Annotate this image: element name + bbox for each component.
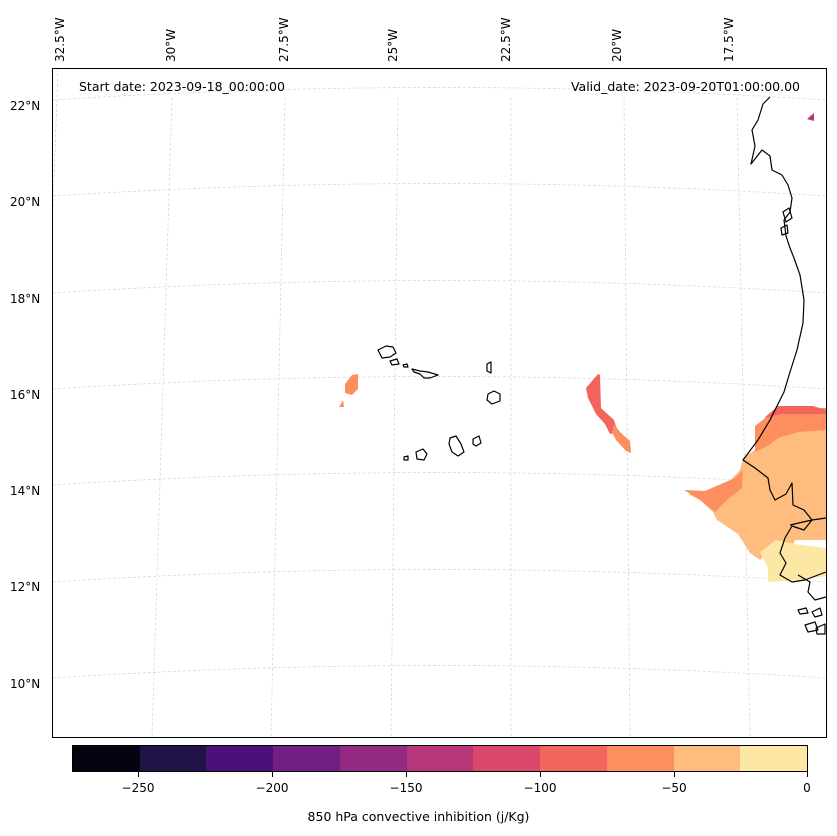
parallel-20n	[53, 183, 826, 197]
island-fogo	[415, 448, 428, 461]
cin-region-south-pale	[760, 540, 826, 582]
lon-label-20w: 20°W	[610, 28, 624, 62]
island-brava	[403, 455, 409, 461]
coastline-gambia	[779, 519, 826, 583]
map-canvas	[53, 69, 826, 737]
colorbar-label-minus-200: −200	[255, 781, 289, 795]
coastlines	[377, 96, 826, 635]
lat-label-14n: 14°N	[10, 484, 41, 498]
meridian-32-5w	[53, 69, 59, 211]
colorbar-segment-7	[540, 746, 607, 771]
cin-band-east	[586, 374, 618, 434]
coastline-guinea-bissau	[797, 574, 826, 601]
island-sao-vicente	[389, 358, 400, 366]
lon-label-30w: 30°W	[164, 28, 178, 62]
parallel-22n	[53, 87, 826, 101]
parallel-10n	[53, 665, 826, 679]
island-bissagos-1	[797, 607, 809, 615]
colorbar-title: 850 hPa convective inhibition (j/Kg)	[307, 809, 530, 824]
cin-region-coast-strong	[764, 406, 826, 418]
cin-region-north-spot	[807, 113, 814, 121]
colorbar-segment-3	[273, 746, 340, 771]
colorbar-tick-minus-50	[674, 772, 675, 777]
island-santiago	[448, 435, 465, 457]
start-date-label: Start date: 2023-09-18_00:00:00	[79, 79, 285, 94]
lat-label-12n: 12°N	[10, 580, 41, 594]
lon-label-17-5w: 17.5°W	[722, 17, 736, 62]
meridian-27-5w	[270, 97, 286, 737]
lat-label-20n: 20°N	[10, 195, 41, 209]
island-sal	[486, 361, 492, 374]
meridian-25w	[390, 97, 399, 737]
island-santo-antao	[377, 345, 397, 359]
island-sao-nicolau	[411, 368, 439, 379]
cin-band-east-tail	[612, 424, 631, 453]
colorbar-label-0: 0	[803, 781, 811, 795]
lon-label-25w: 25°W	[386, 28, 400, 62]
cin-region-coast-offshore	[684, 470, 743, 512]
colorbar-segment-8	[606, 746, 674, 771]
african-coastline	[742, 96, 826, 521]
lat-label-22n: 22°N	[10, 99, 41, 113]
colorbar-segment-10	[740, 746, 808, 771]
colorbar-tick-minus-200	[272, 772, 273, 777]
colorbar-segment-2	[206, 746, 274, 771]
island-bissagos-4	[815, 623, 826, 635]
meridian-17-5w	[736, 97, 751, 737]
parallel-16n	[53, 376, 826, 390]
colorbar-segment-0	[73, 746, 140, 771]
colorbar	[72, 745, 808, 772]
parallel-18n	[53, 280, 826, 294]
island-bissagos-2	[811, 607, 823, 618]
colorbar-tick-0	[807, 772, 808, 777]
cin-band-west-spot	[339, 400, 344, 407]
lon-label-27-5w: 27.5°W	[277, 17, 291, 62]
colorbar-label-minus-150: −150	[389, 781, 423, 795]
island-bissagos-3	[804, 621, 819, 633]
colorbar-segment-5	[406, 746, 474, 771]
colorbar-label-minus-250: −250	[121, 781, 155, 795]
lon-label-22-5w: 22.5°W	[499, 17, 513, 62]
colorbar-segment-6	[473, 746, 541, 771]
island-santa-luzia	[402, 363, 409, 368]
island-maio	[472, 435, 482, 447]
island-western-sahara-2	[780, 224, 789, 236]
colorbar-segment-4	[339, 746, 407, 771]
lon-label-32-5w: 32.5°W	[53, 17, 67, 62]
cin-band-west	[345, 374, 358, 395]
colorbar-tick-minus-250	[138, 772, 139, 777]
colorbar-segment-1	[139, 746, 207, 771]
map-panel	[52, 68, 827, 738]
graticule	[53, 69, 826, 737]
colorbar-label-minus-100: −100	[523, 781, 557, 795]
colorbar-segment-9	[673, 746, 741, 771]
parallel-14n	[53, 472, 826, 486]
island-boa-vista	[486, 390, 501, 405]
cin-region-coast-light	[688, 408, 826, 560]
colorbar-label-minus-50: −50	[661, 781, 687, 795]
cin-contours	[339, 113, 826, 582]
island-western-sahara-1	[782, 207, 793, 223]
lat-label-18n: 18°N	[10, 292, 41, 306]
valid-date-label: Valid_date: 2023-09-20T01:00:00.00	[570, 79, 800, 94]
parallel-12n	[53, 569, 826, 583]
colorbar-tick-minus-150	[406, 772, 407, 777]
meridian-30w	[151, 97, 173, 737]
meridian-20w	[623, 97, 631, 737]
lat-label-16n: 16°N	[10, 388, 41, 402]
lat-label-10n: 10°N	[10, 677, 41, 691]
cin-region-coast-mid	[755, 408, 826, 452]
colorbar-tick-minus-100	[540, 772, 541, 777]
